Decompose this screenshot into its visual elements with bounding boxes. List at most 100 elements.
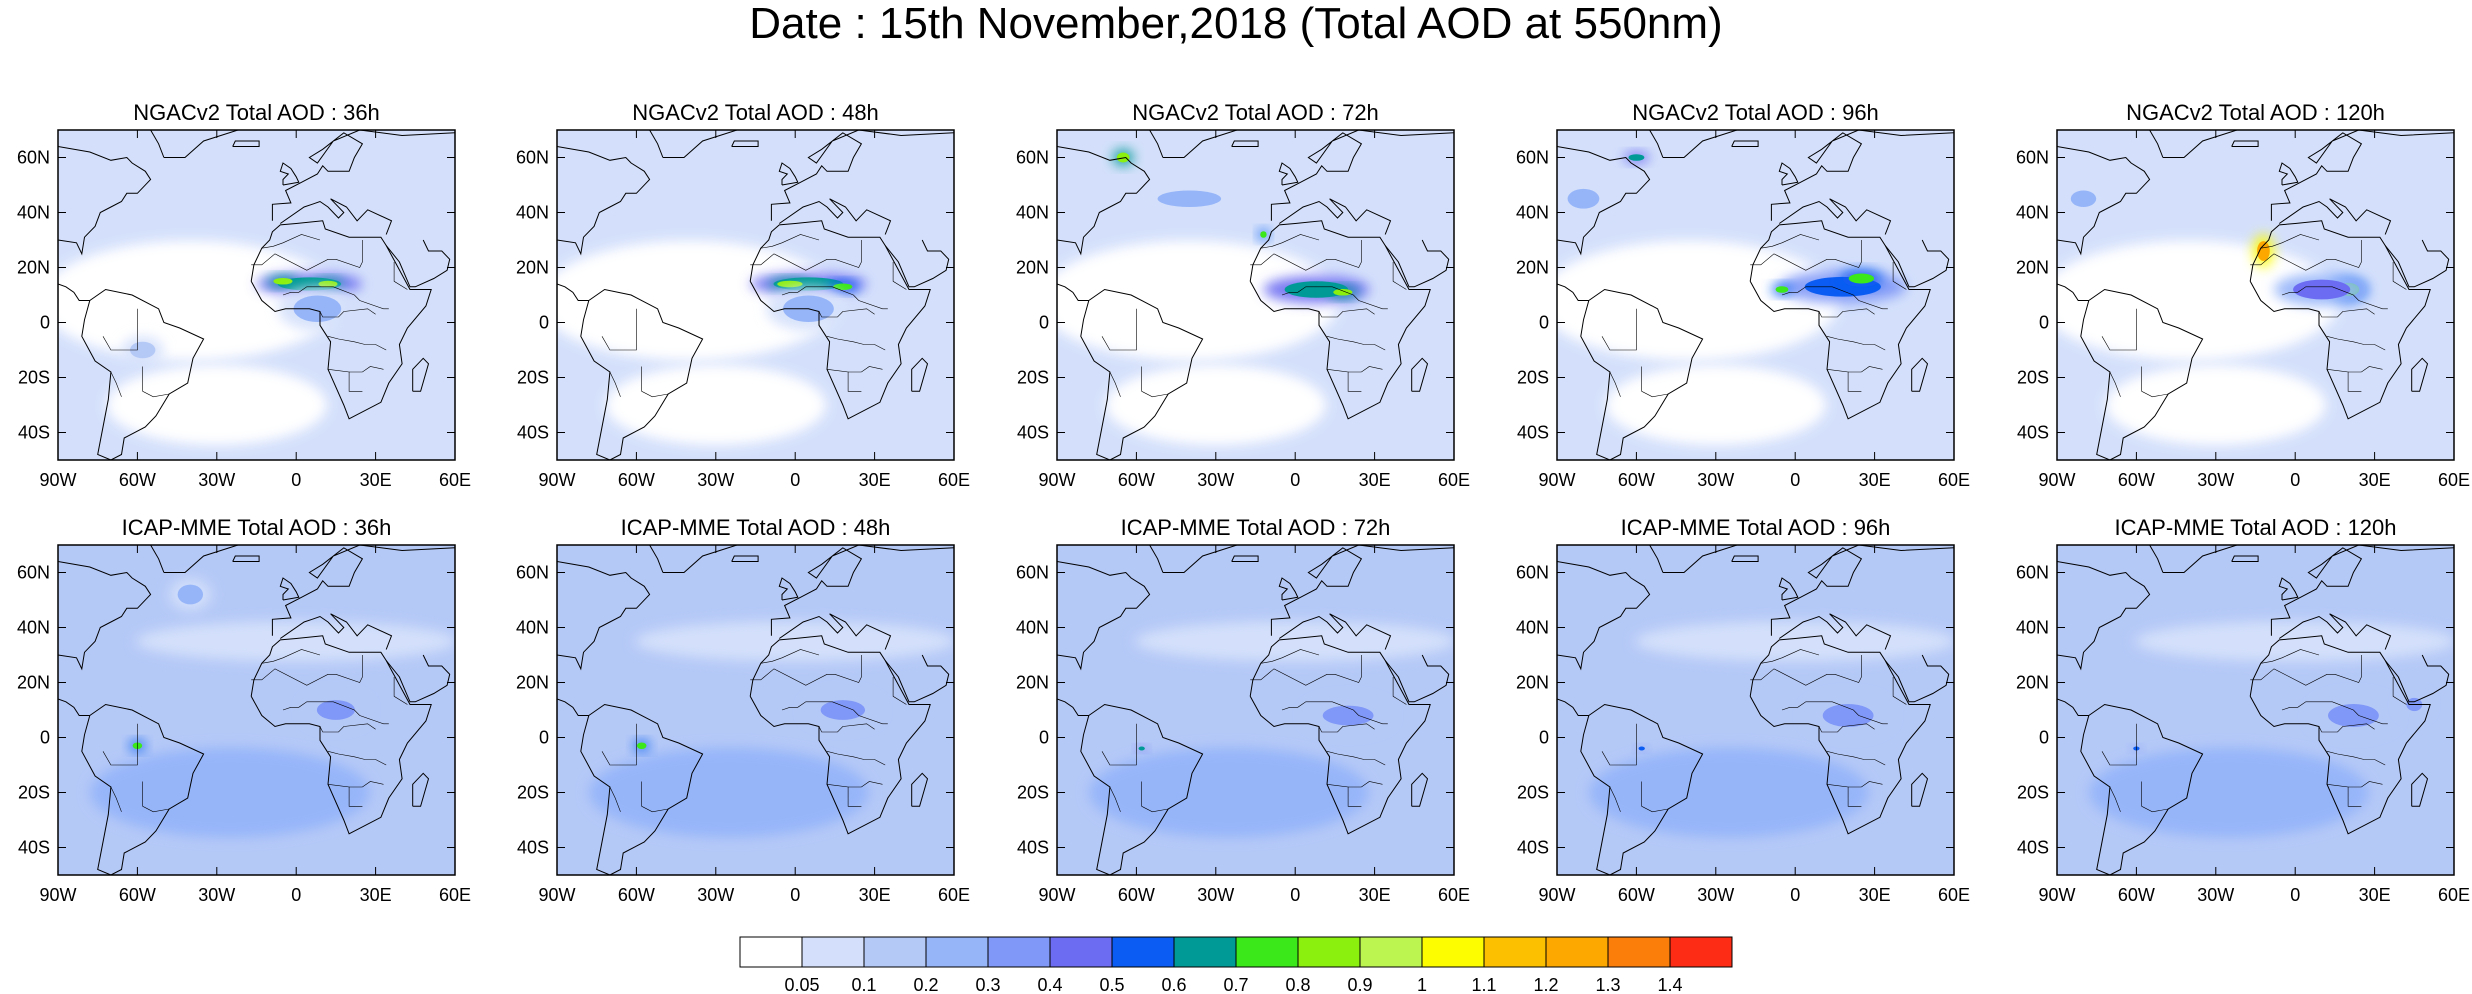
country-border xyxy=(327,751,387,766)
aod-hotspot xyxy=(1333,288,1353,296)
country-border xyxy=(848,366,883,373)
aod-hotspot xyxy=(1775,286,1789,293)
aod-hotspot xyxy=(318,280,338,288)
country-border xyxy=(2260,649,2320,664)
y-tick-label: 20N xyxy=(1516,258,1549,278)
country-border xyxy=(1326,336,1386,351)
country-border xyxy=(1109,371,1121,397)
y-tick-label: 40N xyxy=(17,203,50,223)
country-border xyxy=(349,781,384,788)
y-tick-label: 40S xyxy=(18,423,50,443)
coastline-southAmerica xyxy=(2080,703,2204,875)
coastline-northAmerica xyxy=(2057,561,2151,671)
aod-hotspot xyxy=(1322,705,1374,726)
y-tick-label: 40S xyxy=(517,838,549,858)
country-border xyxy=(2141,781,2169,813)
y-tick-label: 0 xyxy=(1539,728,1549,748)
colorbar-label: 1 xyxy=(1417,975,1427,994)
coastline-centralAmerica xyxy=(1557,283,1589,301)
aod-hotspot xyxy=(177,584,204,605)
coastline-greenland xyxy=(649,130,738,158)
x-tick-label: 30W xyxy=(198,885,235,905)
country-border xyxy=(2281,286,2388,310)
colorbar-box xyxy=(925,936,989,968)
colorbar-box xyxy=(1173,936,1237,968)
x-tick-label: 90W xyxy=(2038,885,2075,905)
main-title: Date : 15th November,2018 (Total AOD at … xyxy=(749,0,1723,48)
aod-field xyxy=(2057,545,2454,875)
country-border xyxy=(1760,234,1820,249)
colorbar-box xyxy=(801,936,865,968)
country-border xyxy=(349,366,384,373)
y-tick-label: 20S xyxy=(1017,368,1049,388)
panel-frame xyxy=(556,544,955,876)
panel-icap-96h: ICAP-MME Total AOD : 96h 90W 60W 30W 0 30E 60E… xyxy=(1516,515,1970,905)
y-tick-label: 20N xyxy=(1516,673,1549,693)
country-border xyxy=(1392,262,1407,290)
panel-title: NGACv2 Total AOD : 120h xyxy=(2126,100,2385,125)
x-tick-label: 0 xyxy=(2290,470,2300,490)
y-tick-label: 60N xyxy=(17,148,50,168)
country-border xyxy=(2318,308,2375,318)
y-tick-label: 40N xyxy=(516,203,549,223)
country-border xyxy=(1818,723,1875,733)
x-tick-label: 0 xyxy=(291,470,301,490)
aod-hotspot xyxy=(1567,188,1600,209)
x-tick-label: 30W xyxy=(1697,885,1734,905)
coastline-southAmerica xyxy=(81,703,205,875)
x-tick-label: 60W xyxy=(1118,885,1155,905)
coastlines xyxy=(2057,130,2454,460)
colorbar-box xyxy=(1545,936,1609,968)
coastline-iceland xyxy=(232,555,260,562)
coastline-med xyxy=(280,198,393,235)
coastline-europe xyxy=(2270,545,2454,636)
coastline-med xyxy=(1779,198,1892,235)
y-tick-label: 20S xyxy=(1017,783,1049,803)
aod-hotspot xyxy=(2328,703,2379,728)
aod-hotspot xyxy=(1138,746,1145,751)
y-tick-label: 60N xyxy=(1516,563,1549,583)
coastline-iceland xyxy=(2231,555,2259,562)
x-tick-label: 30E xyxy=(1859,885,1891,905)
low-aod-region xyxy=(635,621,954,662)
x-tick-label: 90W xyxy=(1538,885,1575,905)
coastlines xyxy=(1557,545,1954,875)
y-tick-label: 40S xyxy=(2017,838,2049,858)
panel-frame xyxy=(57,544,456,876)
x-tick-label: 90W xyxy=(2038,470,2075,490)
coastline-southAmerica xyxy=(580,703,704,875)
colorbar-label: 0.8 xyxy=(1285,975,1310,994)
aod-hotspot xyxy=(2070,190,2097,207)
coastline-med xyxy=(1779,613,1892,650)
country-border xyxy=(2326,784,2362,807)
colorbar-label: 1.3 xyxy=(1595,975,1620,994)
aod-hotspot xyxy=(2293,279,2351,300)
y-tick-label: 0 xyxy=(40,728,50,748)
country-border xyxy=(1326,751,1386,766)
aod-field xyxy=(1057,130,1454,460)
moderate-aod-region xyxy=(1089,747,1370,838)
coastline-madagascar xyxy=(412,357,430,392)
coastlines xyxy=(58,130,455,460)
y-tick-label: 0 xyxy=(40,313,50,333)
panel-title: NGACv2 Total AOD : 48h xyxy=(632,100,879,125)
x-tick-label: 0 xyxy=(291,885,301,905)
y-tick-label: 0 xyxy=(539,728,549,748)
country-border xyxy=(1348,366,1383,373)
x-tick-label: 0 xyxy=(1290,885,1300,905)
coastline-iceland xyxy=(1731,140,1759,147)
coastline-arabia xyxy=(884,239,950,288)
country-border xyxy=(2101,308,2137,351)
y-tick-label: 60N xyxy=(17,563,50,583)
coastline-greenland xyxy=(1149,545,1238,573)
coastlines xyxy=(1057,545,1454,875)
x-tick-label: 0 xyxy=(2290,885,2300,905)
y-tick-label: 20N xyxy=(2016,673,2049,693)
coastline-iceland xyxy=(1231,555,1259,562)
panel-title: ICAP-MME Total AOD : 120h xyxy=(2114,515,2396,540)
x-tick-label: 0 xyxy=(1790,470,1800,490)
coastline-europe xyxy=(2270,130,2454,221)
x-tick-label: 60W xyxy=(1618,885,1655,905)
panel-frame xyxy=(2056,129,2455,461)
x-tick-label: 30E xyxy=(360,470,392,490)
